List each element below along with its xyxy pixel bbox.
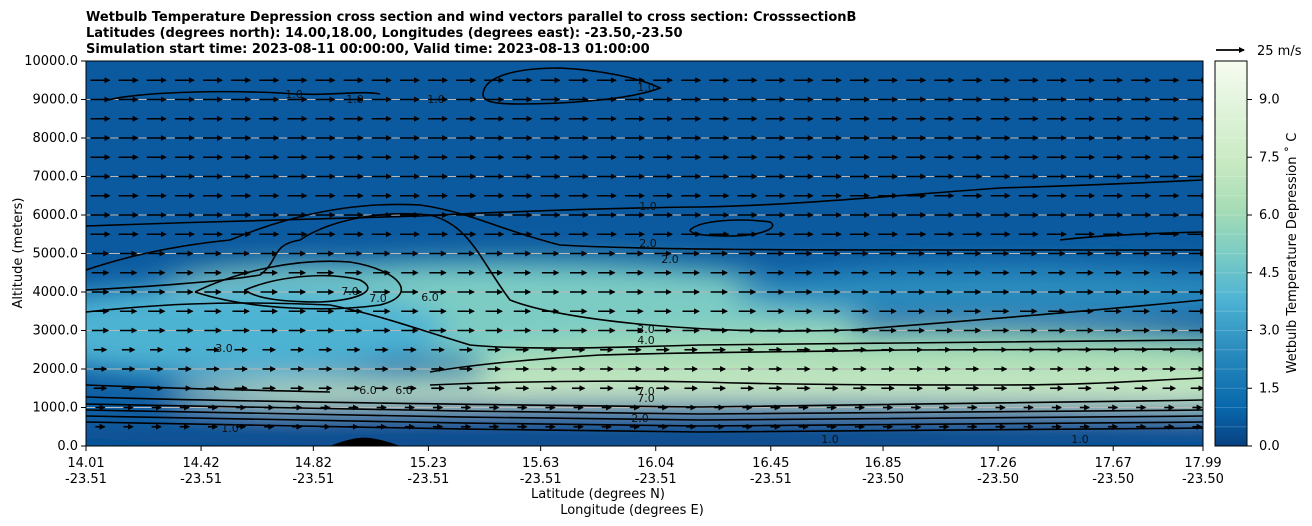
wind-vectors	[90, 77, 1203, 430]
x-axis-label-latitude: Latitude (degrees N)	[531, 487, 665, 502]
contour-label: 1.0	[637, 81, 655, 94]
x-tick-label-lon: -23.51	[635, 472, 677, 487]
field-region-3	[167, 372, 1203, 412]
contour-line-14	[107, 90, 381, 101]
plot-area: 1.01.01.0 1.0 1.02.02.03.04.06.07.07.03.06…	[86, 61, 1203, 446]
contour-label: 6.0	[421, 291, 439, 304]
contour-label: 6.0	[359, 384, 377, 397]
x-tick-label-lat: 14.82	[295, 456, 332, 471]
colorbar: 0.0 1.5 3.0 4.5 6.0 7.5 9.0 Wetbulb Temperatur…	[1214, 60, 1300, 454]
x-axis-ticks: 14.01-23.5114.42-23.5114.82-23.5115.23-2…	[65, 446, 1224, 487]
contour-line-0	[86, 302, 1203, 349]
y-tick-label: 7000.0	[33, 170, 79, 185]
contour-label: 7.0	[369, 292, 387, 305]
y-tick-label: 5000.0	[33, 247, 79, 262]
contour-line-1	[86, 212, 1203, 332]
x-tick-label-lat: 17.26	[980, 456, 1017, 471]
contour-label: 4.0	[637, 334, 655, 347]
contour-line-9	[86, 396, 1203, 408]
x-tick-label-lon: -23.50	[1092, 472, 1134, 487]
contour-line-11	[86, 409, 1203, 421]
colorbar-tick-label: 0.0	[1259, 439, 1280, 454]
y-tick-label: 4000.0	[33, 285, 79, 300]
x-tick-label-lon: -23.51	[407, 472, 449, 487]
y-tick-label: 8000.0	[33, 131, 79, 146]
x-tick-label-lon: -23.51	[180, 472, 222, 487]
colorbar-tick-label: 4.5	[1259, 266, 1280, 281]
y-tick-label: 3000.0	[33, 324, 79, 339]
terrain	[330, 437, 400, 446]
x-tick-label-lon: -23.51	[65, 472, 107, 487]
contour-labels: 1.01.01.0 1.0 1.02.02.03.04.06.07.07.03.06…	[215, 81, 1089, 446]
contour-line-13	[86, 421, 1203, 433]
colorbar-tick-label: 3.0	[1259, 324, 1280, 339]
x-tick-label-lat: 16.04	[637, 456, 674, 471]
contour-lines	[86, 67, 1203, 433]
y-tick-label: 6000.0	[33, 208, 79, 223]
contour-label: 7.0	[637, 392, 655, 405]
contour-label: 1.0	[821, 433, 839, 446]
colorbar-tick-label: 7.5	[1259, 150, 1280, 165]
contour-line-5	[244, 274, 369, 303]
chart-title-line-3: Simulation start time: 2023-08-11 00:00:…	[86, 42, 650, 57]
chart-title-line-1: Wetbulb Temperature Depression cross sec…	[86, 10, 856, 25]
contour-label: 2.0	[661, 253, 679, 266]
x-tick-label-lon: -23.51	[292, 472, 334, 487]
x-tick-label-lat: 15.23	[410, 456, 447, 471]
y-axis-label: Altitude (meters)	[11, 198, 26, 309]
contour-label: 1.0	[1071, 433, 1089, 446]
contour-label: 1.0	[639, 200, 657, 213]
contour-line-3	[86, 179, 1203, 227]
x-tick-label-lat: 16.85	[864, 456, 901, 471]
contour-label: 2.0	[631, 412, 649, 425]
y-tick-label: 1000.0	[33, 401, 79, 416]
x-tick-label-lat: 17.99	[1184, 456, 1221, 471]
x-tick-label-lon: -23.50	[862, 472, 904, 487]
colorbar-tick-label: 9.0	[1259, 93, 1280, 108]
x-tick-label-lat: 15.63	[522, 456, 559, 471]
x-tick-label-lat: 17.67	[1095, 456, 1132, 471]
contour-line-12	[86, 415, 1203, 427]
y-tick-label: 0.0	[57, 439, 78, 454]
contour-line-17	[1059, 231, 1203, 241]
x-tick-label-lat: 14.01	[67, 456, 104, 471]
x-tick-label-lon: -23.50	[977, 472, 1019, 487]
colorbar-label: Wetbulb Temperature Depression ˚ C	[1284, 133, 1300, 374]
x-tick-label-lat: 16.45	[752, 456, 789, 471]
colorbar-tick-label: 6.0	[1259, 208, 1280, 223]
colorbar-gradient	[1214, 60, 1248, 447]
contour-label: 2.0	[639, 237, 657, 250]
x-axis-label-longitude: Longitude (degrees E)	[560, 503, 704, 518]
colorbar-tick-label: 1.5	[1259, 381, 1280, 396]
x-tick-label-lon: -23.50	[1182, 472, 1224, 487]
contour-label: 6.0	[395, 384, 413, 397]
chart-title-line-2: Latitudes (degrees north): 14.00,18.00, …	[86, 26, 683, 41]
contour-label: 1.0	[285, 88, 303, 101]
contour-label: 3.0	[215, 342, 233, 355]
x-tick-label-lat: 14.42	[182, 456, 219, 471]
y-axis-ticks: 0.0 1000.0 2000.0 3000.0 4000.0 5000.0 6000.0 7…	[24, 54, 86, 454]
contour-line-4	[194, 260, 402, 310]
contour-line-16	[689, 219, 774, 237]
quiver-key-label: 25 m/s	[1257, 44, 1302, 59]
contour-line-10	[86, 403, 1203, 415]
y-tick-label: 9000.0	[33, 93, 79, 108]
y-tick-label: 2000.0	[33, 362, 79, 377]
y-tick-label: 10000.0	[24, 54, 78, 69]
contour-line-15	[482, 67, 662, 105]
contour-line-7	[429, 377, 1203, 386]
colorbar-ticks: 0.0 1.5 3.0 4.5 6.0 7.5 9.0	[1247, 93, 1280, 454]
x-tick-label-lon: -23.51	[520, 472, 562, 487]
colorbar-bands	[1215, 79, 1247, 428]
contour-line-8	[86, 384, 331, 393]
x-tick-label-lon: -23.51	[750, 472, 792, 487]
contour-label: 1.0	[221, 422, 239, 435]
